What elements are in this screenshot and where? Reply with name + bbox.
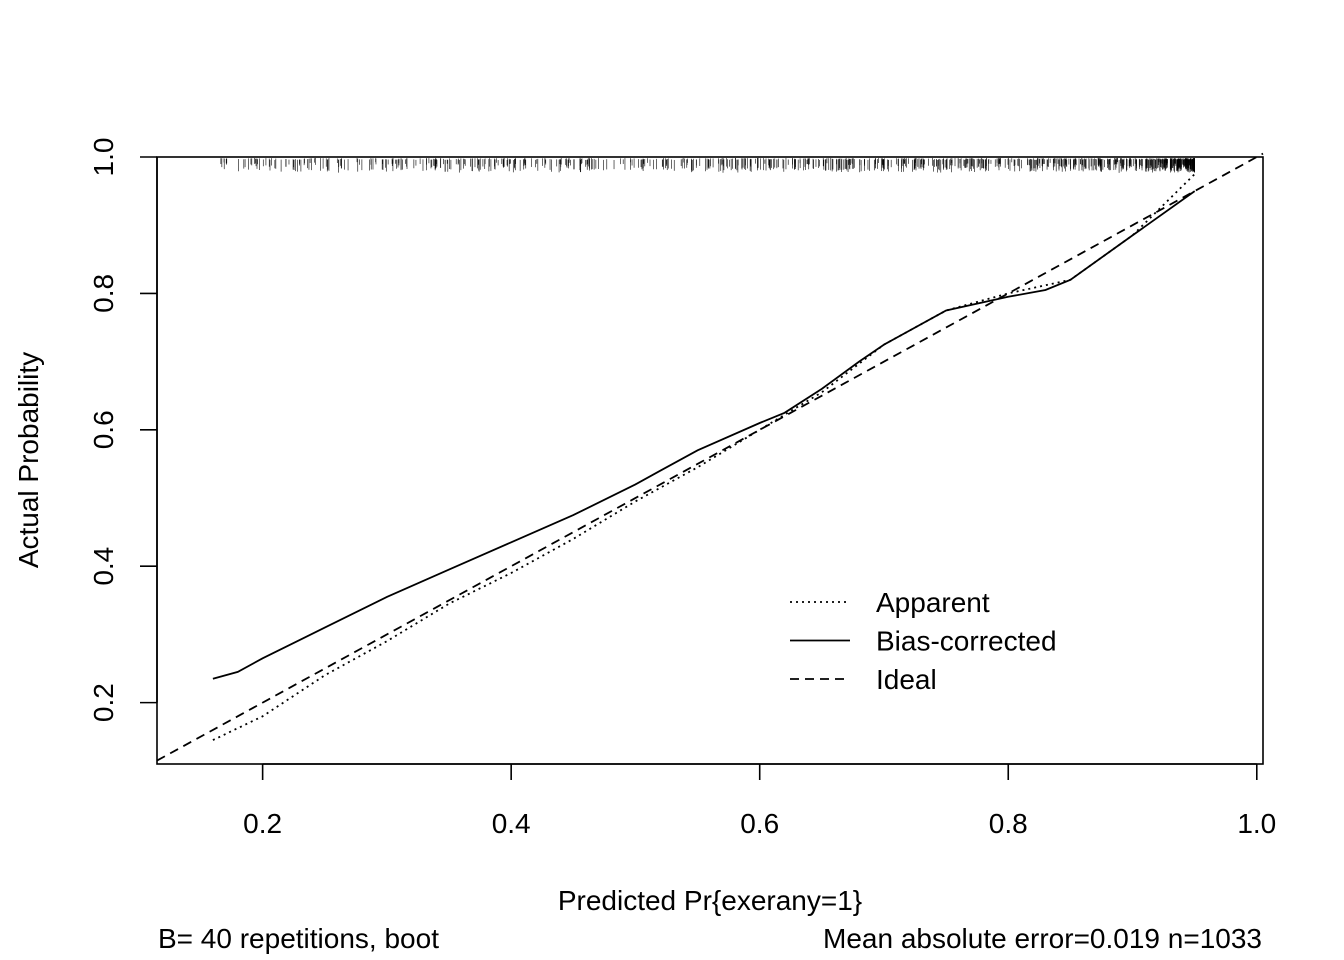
series-line-apparent: [212, 173, 1196, 741]
y-axis-title: Actual Probability: [13, 352, 44, 568]
y-tick-label: 1.0: [88, 138, 119, 177]
legend-label: Apparent: [876, 587, 990, 618]
y-tick-label: 0.4: [88, 547, 119, 586]
legend-label: Ideal: [876, 664, 937, 695]
legend: Apparent Bias-corrected Ideal: [790, 587, 1057, 695]
x-tick-label: 0.2: [243, 808, 282, 839]
x-tick-label: 0.8: [989, 808, 1028, 839]
x-tick-label: 0.6: [740, 808, 779, 839]
footer-repetitions: B= 40 repetitions, boot: [158, 923, 439, 954]
prediction-rug: [220, 158, 1196, 173]
y-axis: 0.2 0.4 0.6 0.8 1.0: [88, 138, 158, 722]
x-tick-label: 0.4: [492, 808, 531, 839]
series-line-bias-corrected: [212, 190, 1196, 680]
series-layer: [156, 152, 1264, 762]
y-tick-label: 0.2: [88, 683, 119, 722]
x-tick-label: 1.0: [1237, 808, 1276, 839]
x-axis-title: Predicted Pr{exerany=1}: [558, 885, 862, 916]
footer-mean-absolute-error: Mean absolute error=0.019 n=1033: [823, 923, 1262, 954]
series-line-ideal: [156, 152, 1264, 762]
legend-label: Bias-corrected: [876, 626, 1057, 657]
x-axis: 0.2 0.4 0.6 0.8 1.0: [243, 763, 1276, 839]
y-tick-label: 0.6: [88, 410, 119, 449]
y-tick-label: 0.8: [88, 274, 119, 313]
